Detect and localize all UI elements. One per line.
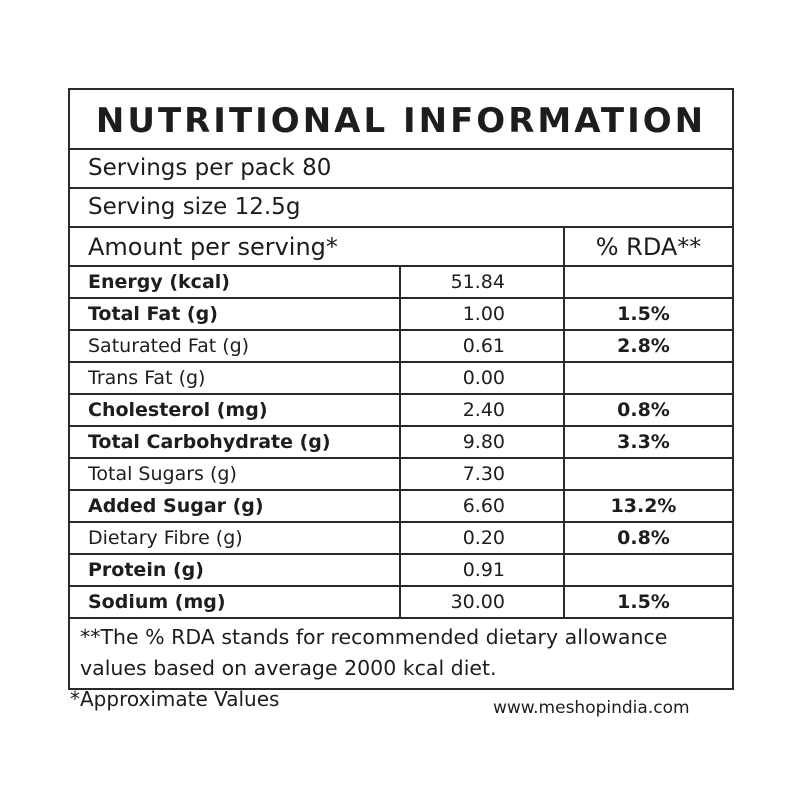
table-title: NUTRITIONAL INFORMATION [70, 90, 732, 150]
nutrient-rda: 1.5% [617, 303, 670, 325]
nutrient-name: Trans Fat (g) [70, 363, 401, 393]
nutrient-rda: 0.8% [617, 527, 670, 549]
nutrient-value: 0.00 [401, 363, 565, 393]
table-row: Energy (kcal) 51.84 [70, 267, 732, 299]
table-row: Added Sugar (g) 6.60 13.2% [70, 491, 732, 523]
nutrient-value: 7.30 [401, 459, 565, 489]
table-row: Total Sugars (g) 7.30 [70, 459, 732, 491]
nutrient-value: 9.80 [401, 427, 565, 457]
nutrient-name: Dietary Fibre (g) [70, 523, 401, 553]
nutrient-name: Cholesterol (mg) [70, 395, 401, 425]
nutrient-name: Sodium (mg) [70, 587, 401, 617]
table-row: Total Fat (g) 1.00 1.5% [70, 299, 732, 331]
amount-header: Amount per serving* [70, 228, 565, 265]
table-row: Sodium (mg) 30.00 1.5% [70, 587, 732, 619]
nutrient-name: Total Fat (g) [70, 299, 401, 329]
table-row: Saturated Fat (g) 0.61 2.8% [70, 331, 732, 363]
nutrition-table: NUTRITIONAL INFORMATION Servings per pac… [68, 88, 734, 690]
table-row: Protein (g) 0.91 [70, 555, 732, 587]
approximate-note: *Approximate Values [70, 687, 280, 711]
nutrient-value: 0.91 [401, 555, 565, 585]
nutrient-value: 30.00 [401, 587, 565, 617]
nutrient-rda: 3.3% [617, 431, 670, 453]
table-row: Dietary Fibre (g) 0.20 0.8% [70, 523, 732, 555]
nutrient-value: 0.61 [401, 331, 565, 361]
rda-footnote: **The % RDA stands for recommended dieta… [80, 625, 668, 680]
nutrient-rda [565, 555, 732, 585]
nutrient-name: Total Sugars (g) [70, 459, 401, 489]
rda-header: % RDA** [595, 233, 702, 261]
nutrient-rda: 13.2% [610, 495, 677, 517]
nutrient-rda: 1.5% [617, 591, 670, 613]
nutrient-value: 0.20 [401, 523, 565, 553]
nutrient-rda [565, 267, 732, 297]
table-row: Cholesterol (mg) 2.40 0.8% [70, 395, 732, 427]
nutrient-value: 1.00 [401, 299, 565, 329]
nutrient-value: 51.84 [401, 267, 565, 297]
nutrient-rda: 2.8% [617, 335, 670, 357]
servings-per-pack: Servings per pack 80 [70, 150, 732, 189]
nutrient-rda: 0.8% [617, 399, 670, 421]
nutrient-name: Protein (g) [70, 555, 401, 585]
serving-size: Serving size 12.5g [70, 189, 732, 228]
nutrient-rda [565, 363, 732, 393]
nutrient-name: Energy (kcal) [70, 267, 401, 297]
nutrient-name: Total Carbohydrate (g) [70, 427, 401, 457]
nutrient-name: Added Sugar (g) [70, 491, 401, 521]
nutrient-name: Saturated Fat (g) [70, 331, 401, 361]
table-header: Amount per serving* % RDA** [70, 228, 732, 267]
nutrient-rows: Energy (kcal) 51.84 Total Fat (g) 1.00 1.5% S… [70, 267, 732, 619]
nutrient-value: 2.40 [401, 395, 565, 425]
website: www.meshopindia.com [493, 698, 690, 718]
nutrient-rda [565, 459, 732, 489]
nutrient-value: 6.60 [401, 491, 565, 521]
table-row: Trans Fat (g) 0.00 [70, 363, 732, 395]
table-row: Total Carbohydrate (g) 9.80 3.3% [70, 427, 732, 459]
